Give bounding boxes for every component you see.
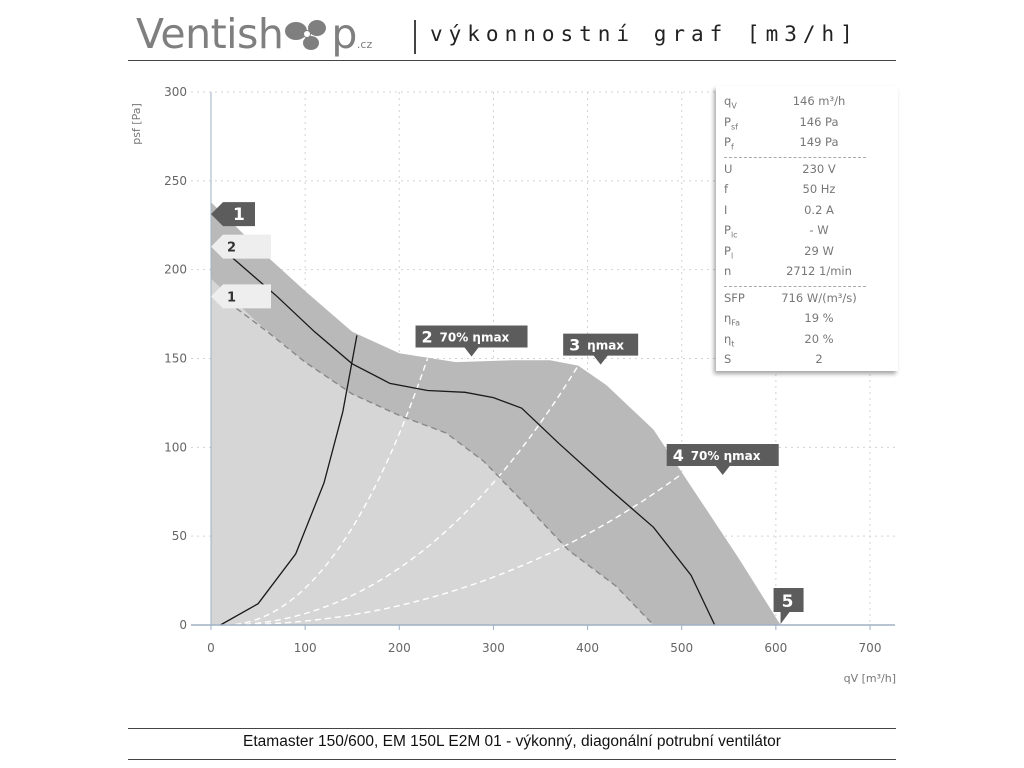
info-row-op-1-label: Psf (724, 114, 738, 131)
y-tick-label: 150 (164, 352, 187, 366)
y-tick-label: 200 (164, 263, 187, 277)
y-tick-label: 50 (172, 529, 187, 543)
info-row-op-2-value: 149 Pa (799, 135, 839, 149)
info-row-eff-2-label: ηt (724, 331, 735, 348)
brand-logo[interactable]: Ventish p.cz (136, 11, 372, 68)
info-row-eff-3-label: S (724, 352, 732, 366)
x-tick-label: 200 (388, 641, 411, 655)
fan-curves (219, 255, 716, 626)
curve-tag-1: 1 (211, 284, 271, 309)
info-row-elec-5-label: n (724, 264, 732, 278)
page-header: Ventish p.cz výkonnostní graf [m3/h] (130, 8, 896, 62)
y-axis-label: psf [Pa] (130, 103, 143, 145)
footer-rule-bottom (128, 759, 896, 760)
logo-tail: p (331, 10, 357, 58)
tag-eff-2-text: 70% ηmax (440, 331, 510, 345)
info-row-eff-1-value: 19 % (804, 311, 834, 325)
x-tick-label: 100 (294, 641, 317, 655)
header-separator (414, 20, 416, 54)
x-tick-label: 600 (764, 641, 787, 655)
chart-tags: 2 70% ηmax 3 ηmax 4 70% ηmax 1 5 2 1 (211, 202, 804, 624)
operating-envelope-lower (211, 278, 654, 625)
curve-tag-2: 2 (211, 234, 271, 259)
x-tick-label: 0 (207, 641, 215, 655)
x-tick-label: 400 (576, 641, 599, 655)
y-tick-label: 300 (164, 85, 187, 99)
curve-tag-2-label: 2 (227, 241, 236, 256)
tag-eff-3: 3 ηmax (563, 333, 639, 365)
info-divider (724, 285, 866, 287)
info-row-eff-3-value: 2 (815, 352, 823, 366)
info-row-op-0-value: 146 m³/h (792, 94, 846, 108)
efficiency-line (225, 365, 579, 626)
logo-fan-icon (283, 14, 331, 50)
logo-text: Ventish (136, 10, 284, 58)
x-tick-label: 300 (482, 641, 505, 655)
tag-eff-2: 2 70% ηmax (415, 325, 528, 357)
info-row-elec-2-value: 0.2 A (804, 202, 834, 217)
tag-eff-4: 4 70% ηmax (666, 443, 779, 475)
page-title: výkonnostní graf [m3/h] (430, 22, 859, 46)
logo-suffix: .cz (356, 38, 373, 51)
fan-curve-1 (219, 295, 655, 626)
tag-eff-4-label: 4 (673, 446, 684, 465)
efficiency-line (225, 358, 429, 626)
system-curve (220, 335, 358, 626)
info-row-elec-1-value: 50 Hz (802, 182, 836, 196)
fan-curve-2 (229, 255, 716, 626)
info-row-eff-0-value: 716 W/(m³/s) (781, 290, 857, 305)
header-rule (128, 60, 896, 61)
y-tick-label: 100 (164, 440, 187, 454)
curve-tag-1-label: 1 (227, 290, 236, 305)
info-row-elec-2-label: I (724, 202, 728, 217)
info-row-op-2-label: Pf (724, 135, 734, 152)
info-row-elec-0-label: U (724, 161, 733, 176)
chart-axes: 0 100 200 300 400 500 600 700 0 50 100 150 200 250 300… (130, 85, 896, 685)
footer-rule-top (128, 728, 896, 729)
info-row-eff-0-label: SFP (724, 290, 745, 305)
tag-eff-4-text: 70% ηmax (691, 449, 761, 463)
efficiency-line (225, 473, 683, 626)
tag-point-5: 5 (773, 588, 804, 624)
tag-point-5-label: 5 (782, 592, 794, 612)
tag-eff-3-label: 3 (569, 336, 580, 355)
info-row-elec-4-label: Pl (724, 243, 734, 260)
efficiency-lines (225, 358, 683, 626)
info-row-elec-3-label: Plc (724, 223, 738, 240)
info-row-op-1-value: 146 Pa (799, 114, 839, 129)
info-divider (724, 156, 866, 158)
tag-eff-3-text: ηmax (587, 339, 624, 353)
product-caption: Etamaster 150/600, EM 150L E2M 01 - výko… (243, 733, 781, 750)
info-row-eff-2-value: 20 % (804, 331, 834, 346)
tag-eff-2-label: 2 (422, 328, 433, 347)
x-tick-label: 700 (859, 641, 882, 655)
tag-point-1: 1 (211, 202, 255, 227)
y-tick-label: 0 (179, 618, 187, 632)
info-row-eff-1-label: ηFa (724, 311, 741, 328)
info-row-elec-5-value: 2712 1/min (786, 264, 852, 278)
x-axis-label: qV [m³/h] (844, 672, 896, 685)
info-row-elec-3-value: - W (809, 223, 829, 237)
info-row-elec-0-value: 230 V (802, 161, 836, 176)
x-tick-label: 500 (670, 641, 693, 655)
info-row-op-0-label: qV (724, 94, 737, 111)
y-tick-label: 250 (164, 174, 187, 188)
info-row-elec-4-value: 29 W (804, 243, 834, 258)
operating-point-info: qV 146 m³/h Psf 146 Pa Pf 149 Pa U 230 V f 50 Hz I… (716, 86, 898, 371)
tag-point-1-label: 1 (233, 205, 245, 225)
info-row-elec-1-label: f (724, 182, 729, 196)
